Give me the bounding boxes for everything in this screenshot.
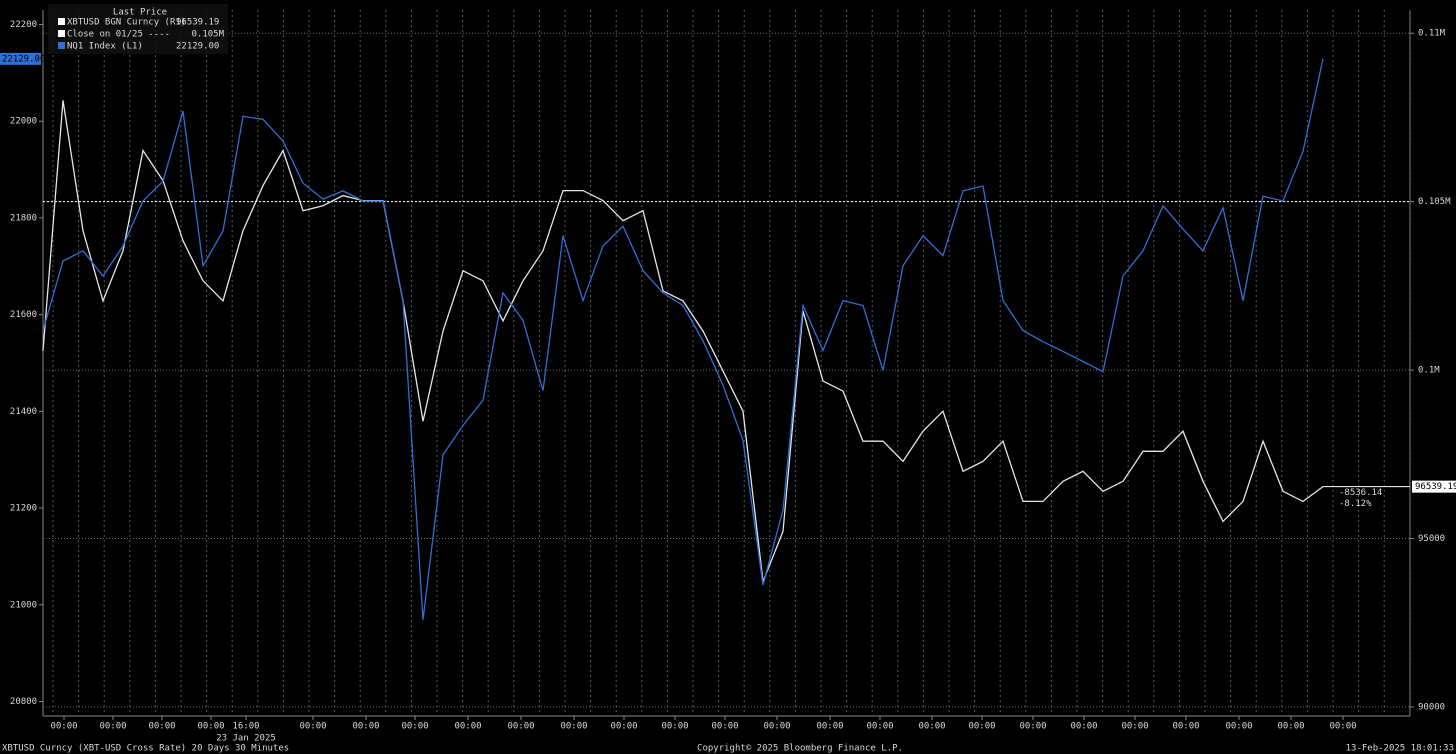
- footer-left: XBTUSD Curncy (XBT-USD Cross Rate) 20 Da…: [2, 744, 289, 754]
- x-tick-label: 00:00: [1277, 722, 1304, 732]
- x-tick-label: 00:00: [763, 722, 790, 732]
- x-tick-label: 00:00: [197, 722, 224, 732]
- x-tick-label: 00:00: [99, 722, 126, 732]
- x-tick-label: 00:00: [560, 722, 587, 732]
- x-tick-label: 00:00: [866, 722, 893, 732]
- change-label: -8536.14: [1339, 488, 1382, 498]
- x-tick-label: 00:00: [50, 722, 77, 732]
- y-tick-label: 21400: [10, 407, 37, 417]
- footer-right: 13-Feb-2025 18:01:33: [1346, 744, 1454, 754]
- legend-box: [48, 4, 228, 54]
- legend-swatch: [58, 30, 65, 37]
- x-tick-label: 00:00: [401, 722, 428, 732]
- legend-label: XBTUSD BGN Curncy (R1): [67, 18, 186, 28]
- series-line: [42, 58, 1324, 620]
- y-tick-label: 21000: [10, 600, 37, 610]
- legend-value: 96539.19: [176, 18, 219, 28]
- x-tick-label: 00:00: [1225, 722, 1252, 732]
- x-tick-label: 00:00: [299, 722, 326, 732]
- x-tick-label: 00:00: [661, 722, 688, 732]
- legend-title: Last Price: [113, 8, 167, 18]
- y2-tick-label: 0.11M: [1418, 29, 1446, 39]
- y2-tick-label: 0.1M: [1418, 366, 1440, 376]
- y2-tick-label: 90000: [1418, 702, 1445, 712]
- y-tick-label: 21600: [10, 310, 37, 320]
- x-tick-label: 00:00: [1121, 722, 1148, 732]
- last-price-label: 96539.19: [1415, 482, 1456, 492]
- legend-swatch: [58, 18, 65, 25]
- last-price-label: 22129.00: [2, 54, 45, 64]
- x-tick-label: 00:00: [1070, 722, 1097, 732]
- footer-center: Copyright© 2025 Bloomberg Finance L.P.: [697, 744, 903, 754]
- legend-label: NQ1 Index (L1): [67, 42, 143, 52]
- y2-tick-label: 0.105M: [1418, 197, 1451, 207]
- x-tick-label: 00:00: [352, 722, 379, 732]
- x-tick-label: 00:00: [148, 722, 175, 732]
- x-tick-label: 00:00: [610, 722, 637, 732]
- last-price-box: [0, 52, 41, 65]
- x-date-label: 23 Jan 2025: [216, 734, 276, 744]
- y2-tick-label: 95000: [1418, 534, 1445, 544]
- x-tick-label: 00:00: [1329, 722, 1356, 732]
- y-tick-label: 22200: [10, 20, 37, 30]
- legend-value: 0.105M: [191, 30, 224, 40]
- x-tick-label: 00:00: [1019, 722, 1046, 732]
- x-tick-label: 00:00: [968, 722, 995, 732]
- y-tick-label: 21200: [10, 504, 37, 514]
- y-tick-label: 20800: [10, 697, 37, 707]
- legend-value: 22129.00: [176, 42, 219, 52]
- x-tick-label: 00:00: [711, 722, 738, 732]
- y-tick-label: 22000: [10, 117, 37, 127]
- change-percent: -8.12%: [1339, 499, 1372, 509]
- x-tick-label: 00:00: [454, 722, 481, 732]
- x-tick-label: 00:00: [918, 722, 945, 732]
- x-tick-label: 00:00: [507, 722, 534, 732]
- legend-label: Close on 01/25 ----: [67, 30, 170, 40]
- last-price-box: [1412, 480, 1456, 493]
- x-tick-label: 16:00: [232, 722, 259, 732]
- legend-swatch: [58, 42, 65, 49]
- x-tick-label: 00:00: [816, 722, 843, 732]
- x-tick-label: 00:00: [1172, 722, 1199, 732]
- y-tick-label: 21800: [10, 213, 37, 223]
- series-line: [42, 100, 1324, 582]
